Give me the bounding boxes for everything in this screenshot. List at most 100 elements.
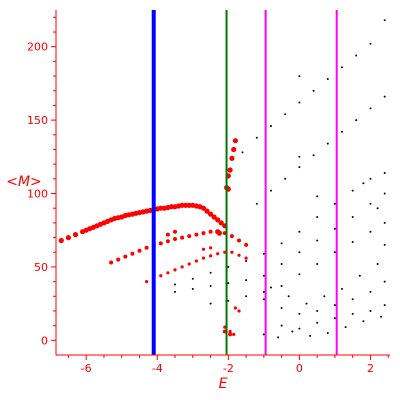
data-point [180,235,185,240]
data-point [209,302,212,305]
data-point [227,265,230,268]
data-point [237,309,241,313]
x-tick-label: 0 [296,362,303,375]
data-point [262,298,265,301]
data-point [341,66,343,69]
data-point [209,271,212,274]
data-point [233,306,237,310]
y-tick-label: 0 [41,334,48,347]
data-point [355,119,358,122]
data-point [333,202,336,205]
data-point [287,295,290,298]
x-axis-label: E [219,376,228,392]
data-point [316,310,319,312]
data-point [277,336,280,339]
data-point [351,312,354,315]
data-point [383,19,386,22]
data-point [270,125,272,127]
data-point [255,202,258,205]
data-point [130,251,135,256]
data-point [284,113,287,116]
data-point [298,101,301,104]
data-point [194,259,198,263]
data-point [241,151,244,154]
data-point [298,230,301,233]
data-point [208,229,213,234]
data-point [209,246,213,250]
data-point [312,89,315,92]
data-point [211,214,217,220]
data-point [316,195,319,198]
data-point [344,326,347,329]
data-point [291,330,294,333]
x-tick-label: -4 [152,362,163,375]
data-point [305,302,308,305]
data-point [376,207,379,210]
x-tick-label: -2 [223,362,234,375]
data-point [262,274,265,277]
data-point [351,298,354,301]
data-point [72,232,79,238]
data-point [355,54,358,57]
data-point [316,321,319,324]
y-tick-label: 50 [34,261,48,274]
data-point [312,154,315,157]
data-point [358,274,361,277]
data-point [333,317,336,320]
data-point [123,254,128,259]
data-point [227,167,233,173]
data-point [173,237,177,241]
data-point [383,192,386,195]
data-point [326,142,329,145]
data-point [280,242,283,245]
data-point [237,238,241,243]
data-point [244,256,248,260]
data-point [323,295,326,298]
data-point [232,332,236,336]
x-tick-label: 2 [367,362,374,375]
data-point [298,312,301,315]
data-point [187,262,191,266]
data-point [194,232,199,237]
y-axis-label: <M> [6,174,42,190]
data-point [280,263,283,265]
data-point [144,245,149,250]
x-tick-label: -6 [81,362,92,375]
data-point [208,211,214,217]
y-tick-label: 150 [27,114,48,127]
data-point [383,243,386,246]
data-point [229,155,235,161]
data-point [280,324,283,327]
data-point [369,310,372,312]
data-point [165,232,170,237]
data-point [383,280,386,283]
data-point [280,307,283,309]
data-point [228,332,233,337]
data-point [351,189,354,192]
data-point [316,263,319,265]
data-point [326,332,329,334]
data-point [270,286,272,289]
data-point [341,130,343,133]
data-point [369,42,372,45]
data-point [284,177,287,180]
data-point [326,78,329,80]
data-point [316,216,319,218]
data-point [333,304,336,307]
data-point [362,182,365,185]
data-point [109,260,114,265]
data-point [369,202,372,205]
data-point [158,241,163,246]
y-tick-label: 200 [27,41,48,54]
data-point [209,285,212,287]
data-point [376,263,379,265]
data-point [383,95,386,98]
data-point [230,250,234,254]
data-point [333,251,336,254]
data-point [298,327,301,330]
data-point [369,107,372,110]
data-point [174,283,176,286]
data-point [229,234,234,239]
data-point [369,230,372,233]
data-point [309,334,312,337]
